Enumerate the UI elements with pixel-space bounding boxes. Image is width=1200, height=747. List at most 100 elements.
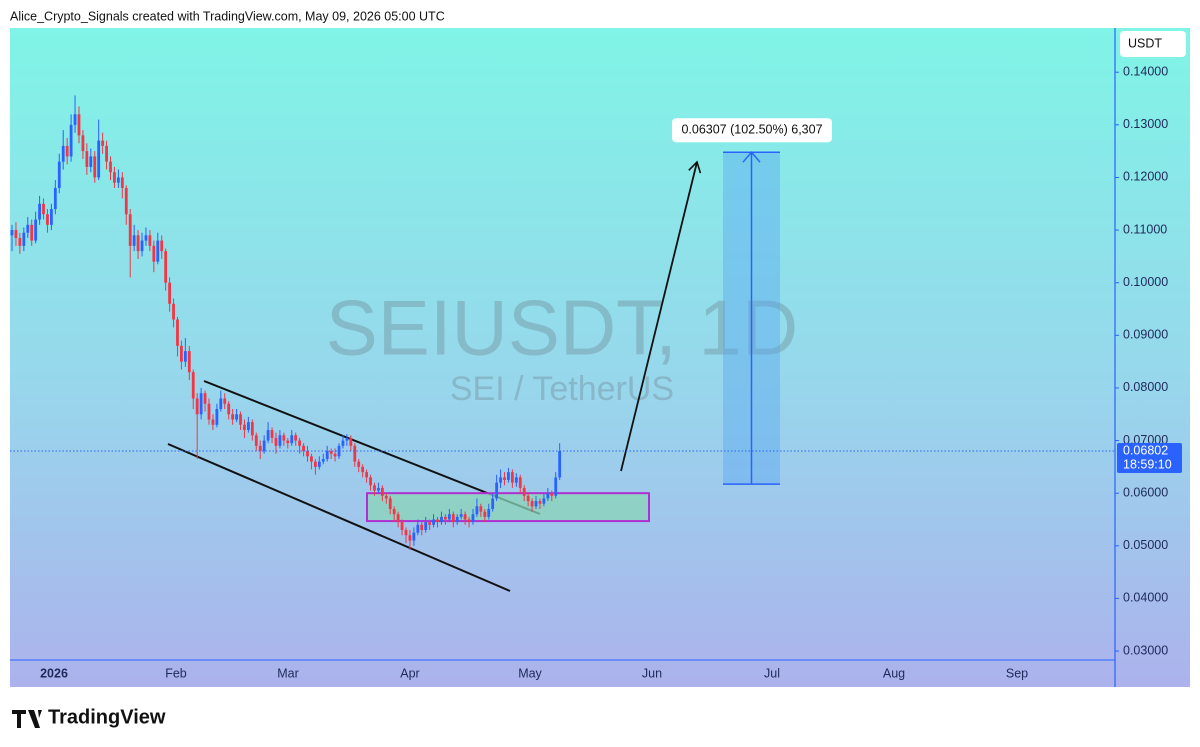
candle-body: [392, 508, 396, 515]
y-tick-label: 0.03000: [1123, 643, 1168, 657]
candle-body: [447, 514, 451, 520]
candle-body: [451, 514, 455, 523]
candle-body: [50, 209, 53, 225]
candle-body: [223, 398, 227, 404]
candle-body: [282, 435, 286, 441]
candle-body: [436, 519, 439, 523]
candle-body: [116, 177, 120, 183]
candle-body: [475, 506, 479, 515]
candle-body: [325, 451, 329, 459]
countdown-label: 18:59:10: [1123, 457, 1172, 471]
candle-body: [518, 477, 522, 488]
brand-logo: [12, 710, 42, 728]
x-tick-label: Jun: [642, 666, 662, 680]
candle-body: [440, 516, 443, 523]
candle-body: [152, 245, 156, 262]
candle-body: [243, 424, 246, 431]
candle-body: [132, 235, 136, 246]
candle-body: [384, 495, 388, 499]
candle-body: [26, 224, 30, 233]
candle-body: [101, 140, 105, 146]
candle-body: [333, 453, 337, 457]
candle-body: [258, 445, 262, 452]
candle-body: [270, 430, 274, 438]
y-tick-label: 0.10000: [1123, 275, 1168, 289]
candle-body: [18, 237, 22, 246]
candle-body: [317, 461, 321, 467]
y-tick-label: 0.06000: [1123, 485, 1168, 499]
candle-body: [290, 435, 294, 444]
candle-body: [203, 393, 207, 404]
candle-body: [558, 451, 562, 478]
y-tick-label: 0.05000: [1123, 538, 1168, 552]
candle-body: [254, 435, 258, 446]
candle-body: [534, 501, 538, 507]
candle-body: [69, 124, 73, 157]
candle-body: [302, 445, 305, 452]
candle-body: [160, 240, 164, 252]
x-tick-label: May: [518, 666, 542, 680]
candle-body: [487, 508, 491, 517]
candle-body: [369, 477, 372, 486]
candle-body: [266, 430, 270, 441]
candle-body: [81, 135, 85, 152]
x-tick-label: 2026: [40, 666, 68, 680]
candle-body: [530, 501, 534, 507]
candle-body: [113, 172, 116, 183]
candle-body: [483, 511, 487, 517]
candle-body: [444, 516, 447, 520]
y-tick-label: 0.12000: [1123, 170, 1168, 184]
candle-body: [30, 224, 34, 241]
candle-body: [53, 187, 57, 210]
candle-body: [479, 506, 483, 512]
candle-body: [538, 501, 542, 504]
zone: [366, 492, 650, 523]
candle-body: [235, 414, 238, 420]
candle-body: [554, 477, 558, 496]
candle-body: [207, 403, 211, 420]
candle-body: [471, 514, 475, 523]
x-tick-label: Feb: [165, 666, 187, 680]
candle-body: [46, 214, 49, 225]
candle-body: [191, 372, 195, 399]
trendline-upper: [203, 380, 541, 515]
candle-body: [148, 235, 152, 246]
candle-body: [412, 532, 416, 541]
candle-body: [109, 161, 112, 173]
candle-body: [247, 422, 250, 431]
candle-body: [373, 485, 376, 491]
candle-body: [507, 472, 510, 481]
candle-body: [168, 282, 171, 304]
x-tick-label: Aug: [883, 666, 905, 680]
candle-body: [164, 251, 168, 283]
candle-body: [42, 203, 45, 215]
candle-body: [231, 414, 235, 420]
candle-body: [404, 530, 408, 536]
y-tick-label: 0.09000: [1123, 328, 1168, 342]
candle-body: [542, 498, 546, 504]
candle-body: [495, 482, 499, 499]
projection-arrow: [620, 160, 702, 472]
candle-body: [377, 487, 380, 491]
candle-body: [361, 466, 365, 473]
last-price-box: [1117, 442, 1182, 473]
candle-body: [420, 524, 424, 531]
candle-body: [85, 151, 89, 167]
candle-body: [416, 524, 420, 533]
watermark-symbol: SEIUSDT, 1D: [326, 284, 798, 372]
candle-body: [357, 461, 361, 467]
measure-label-box: [672, 118, 832, 143]
candle-body: [183, 351, 187, 362]
candle-body: [467, 519, 471, 523]
currency-box[interactable]: [1120, 31, 1186, 57]
trendline-lower: [167, 443, 511, 592]
candle-body: [195, 398, 199, 415]
candle-body: [388, 498, 392, 509]
candle-body: [499, 477, 502, 483]
y-tick-label: 0.04000: [1123, 591, 1168, 605]
candle-body: [278, 435, 282, 446]
candle-body: [180, 345, 183, 362]
candle-body: [341, 440, 345, 446]
x-tick-label: Jul: [764, 666, 780, 680]
